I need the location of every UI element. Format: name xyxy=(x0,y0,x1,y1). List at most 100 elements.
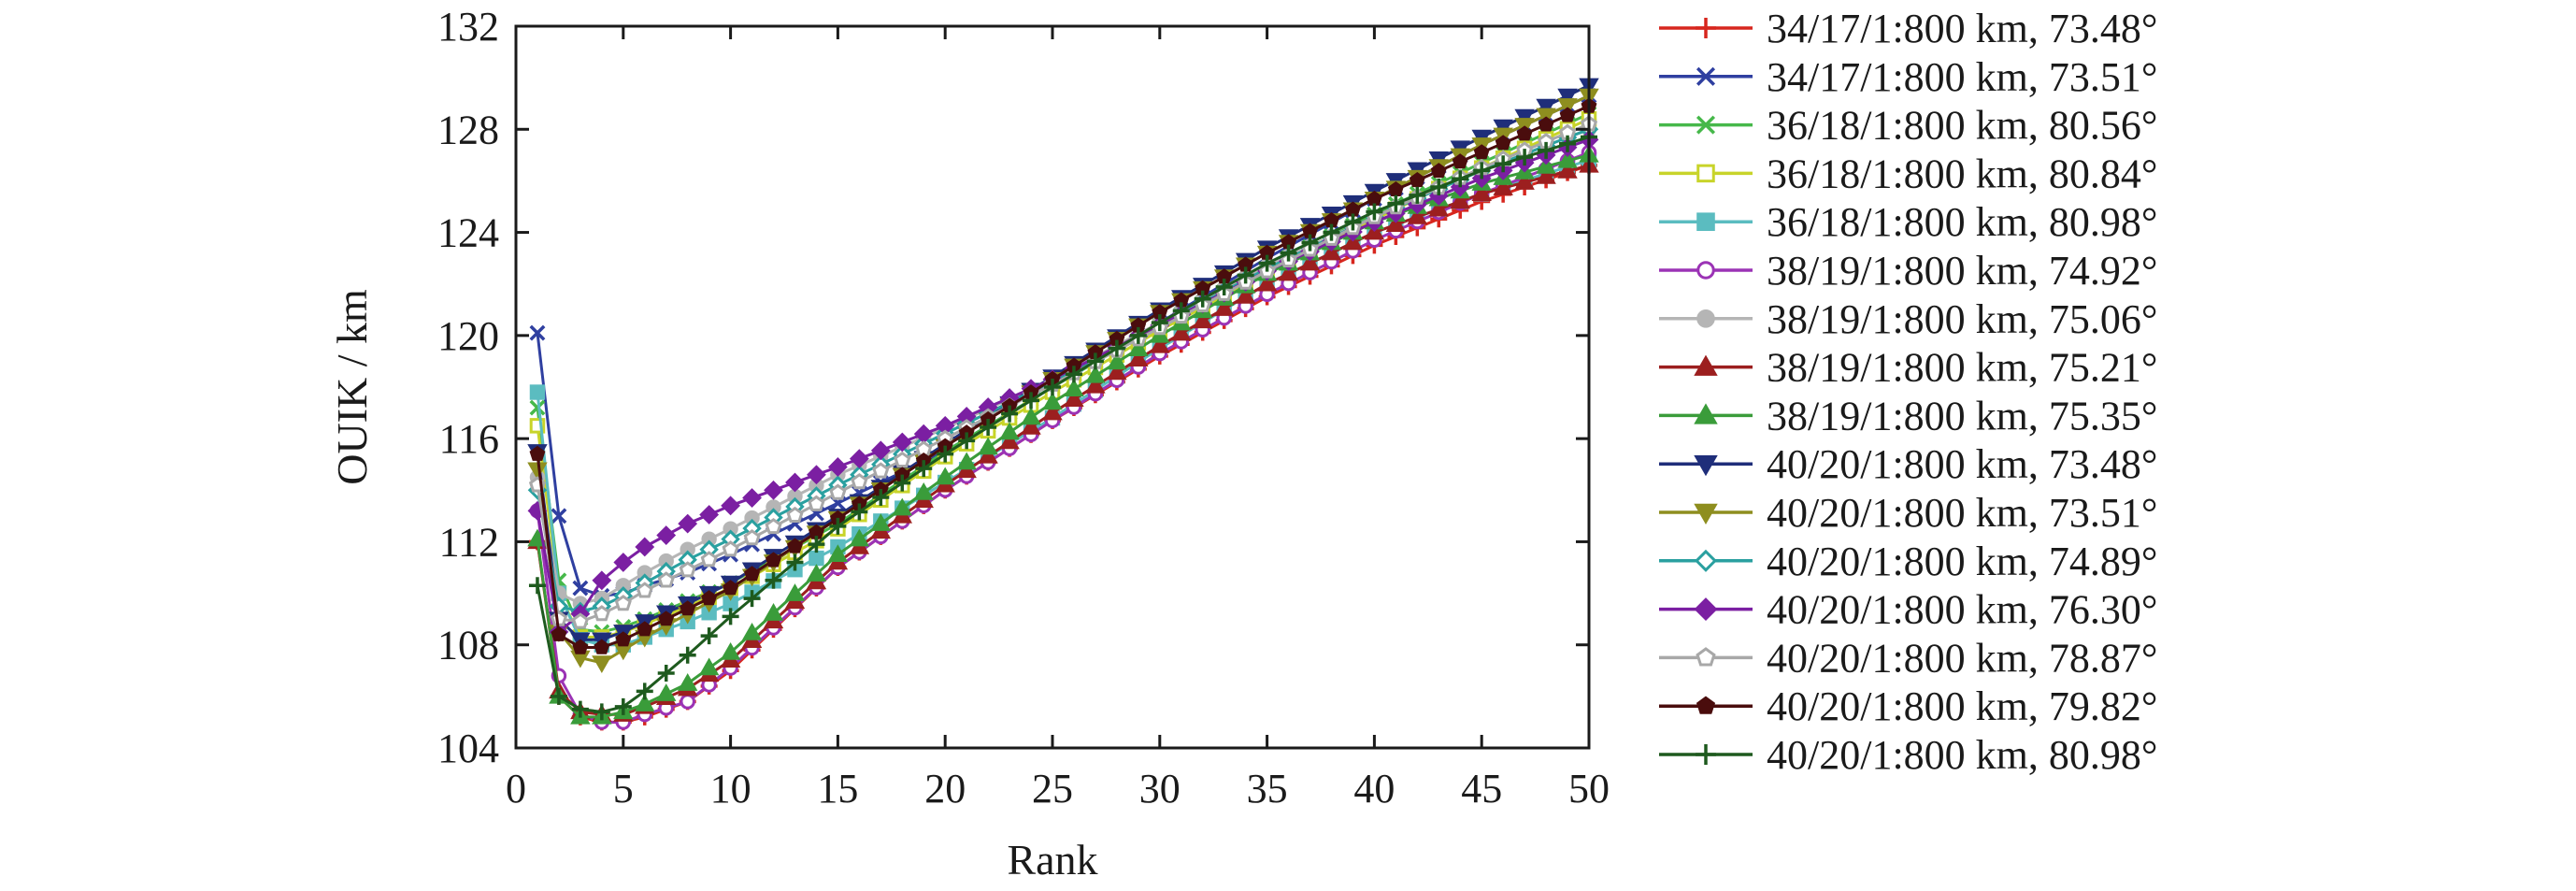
data-point xyxy=(635,537,655,557)
data-point xyxy=(1696,309,1715,328)
y-tick-label: 108 xyxy=(437,623,499,668)
data-point xyxy=(1536,98,1556,117)
data-point xyxy=(1237,266,1254,284)
data-point xyxy=(1128,338,1149,356)
data-point xyxy=(1409,186,1426,204)
data-point xyxy=(1065,366,1082,383)
data-point xyxy=(1215,279,1233,296)
data-point xyxy=(1557,150,1578,168)
data-point xyxy=(1514,172,1535,190)
data-point xyxy=(851,503,868,521)
data-point xyxy=(656,525,677,545)
data-point xyxy=(1085,375,1106,394)
data-point xyxy=(1694,597,1718,622)
series-16 xyxy=(528,128,1597,721)
data-point xyxy=(1694,354,1718,376)
x-tick-label: 15 xyxy=(817,766,858,812)
data-point xyxy=(741,623,763,640)
data-point xyxy=(827,544,849,562)
legend-label: 40/20/1:800 km, 73.51° xyxy=(1767,490,2158,536)
data-point xyxy=(1256,273,1278,292)
data-point xyxy=(1299,252,1321,271)
legend-label: 36/18/1:800 km, 80.98° xyxy=(1767,199,2158,245)
data-point xyxy=(743,590,761,608)
data-point xyxy=(1696,18,1716,38)
x-tick-label: 20 xyxy=(924,766,966,812)
series-9 xyxy=(527,144,1599,725)
data-point xyxy=(551,625,567,641)
data-point xyxy=(1694,549,1718,572)
data-point xyxy=(1557,98,1578,116)
data-point xyxy=(1407,207,1428,224)
data-point xyxy=(1696,261,1715,280)
legend-item: 34/17/1:800 km, 73.51° xyxy=(1659,54,2158,100)
data-point xyxy=(849,449,869,469)
data-point xyxy=(1064,389,1084,407)
data-point xyxy=(613,553,634,572)
data-point xyxy=(677,673,698,691)
data-point xyxy=(1278,263,1299,281)
data-point xyxy=(1557,160,1578,179)
data-point xyxy=(765,517,782,535)
data-point xyxy=(1085,365,1106,383)
data-point xyxy=(1696,647,1716,667)
x-axis-label: Rank xyxy=(1007,836,1097,884)
data-point xyxy=(1557,88,1578,107)
data-point xyxy=(1107,352,1127,370)
data-point xyxy=(870,513,892,531)
data-point xyxy=(701,590,718,606)
series-line xyxy=(536,164,1590,716)
legend-label: 40/20/1:800 km, 79.82° xyxy=(1767,683,2158,729)
y-tick-label: 124 xyxy=(437,210,499,256)
data-point xyxy=(657,571,675,588)
data-point xyxy=(721,496,741,516)
legend-label: 34/17/1:800 km, 73.51° xyxy=(1767,54,2158,100)
x-tick-label: 40 xyxy=(1353,766,1395,812)
data-point xyxy=(1280,244,1297,262)
legend-item: 38/19/1:800 km, 75.35° xyxy=(1659,393,2158,438)
data-point xyxy=(744,566,760,582)
data-point xyxy=(892,432,912,453)
data-point xyxy=(807,465,826,485)
data-point xyxy=(1696,164,1715,183)
data-point xyxy=(571,700,589,718)
legend-item: 40/20/1:800 km, 73.48° xyxy=(1659,441,2158,487)
data-point xyxy=(787,538,803,553)
legend-label: 40/20/1:800 km, 76.30° xyxy=(1767,587,2158,633)
series-line xyxy=(536,164,1590,724)
data-point xyxy=(572,580,589,596)
x-tick-label: 50 xyxy=(1568,766,1610,812)
data-point xyxy=(786,506,804,523)
data-point xyxy=(978,437,998,455)
legend-item: 40/20/1:800 km, 79.82° xyxy=(1659,683,2158,729)
data-point xyxy=(1514,108,1535,127)
data-point xyxy=(1042,402,1063,421)
data-point xyxy=(635,694,655,711)
data-point xyxy=(827,457,848,477)
data-point xyxy=(592,570,612,591)
series-6 xyxy=(529,144,1597,730)
data-point xyxy=(1042,392,1063,410)
data-point xyxy=(765,571,782,589)
data-point xyxy=(849,528,870,547)
data-point xyxy=(915,460,933,478)
data-point xyxy=(1323,223,1340,241)
legend-item: 34/17/1:800 km, 73.48° xyxy=(1659,6,2158,51)
data-point xyxy=(892,497,913,516)
series-line xyxy=(536,158,1590,647)
x-tick-label: 5 xyxy=(613,766,634,812)
data-point xyxy=(1559,107,1576,122)
data-point xyxy=(722,540,739,557)
data-point xyxy=(1235,285,1256,304)
legend-label: 34/17/1:800 km, 73.48° xyxy=(1767,6,2158,51)
data-point xyxy=(1516,125,1533,141)
legend-item: 36/18/1:800 km, 80.84° xyxy=(1659,151,2158,196)
data-point xyxy=(806,564,827,582)
data-point xyxy=(637,621,653,637)
data-point xyxy=(1452,153,1468,169)
data-point xyxy=(808,495,825,511)
data-point xyxy=(1172,302,1190,320)
data-point xyxy=(1194,290,1211,308)
axis-ticks: 0 5 10 15 20 25 30 35 40 45 50 104 108 112 116 120 124 12… xyxy=(437,4,1610,812)
data-point xyxy=(1023,392,1040,410)
